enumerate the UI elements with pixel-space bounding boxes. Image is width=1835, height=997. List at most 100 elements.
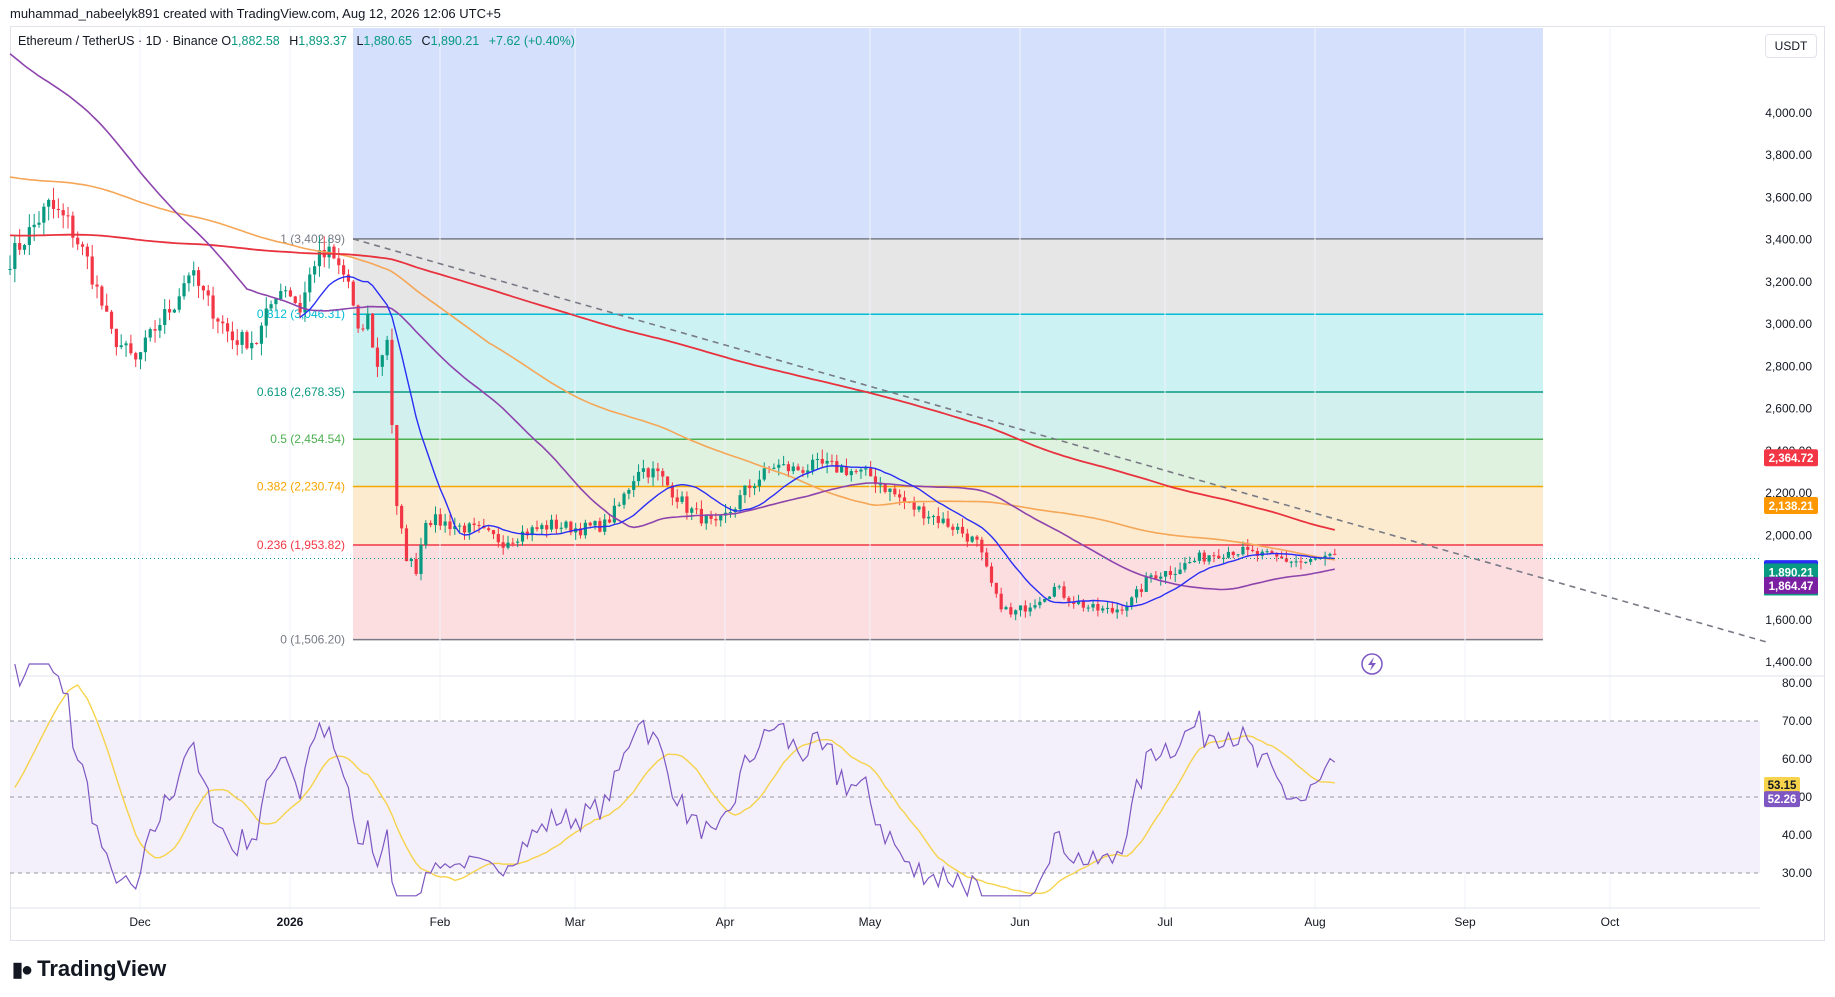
candle-body bbox=[791, 466, 795, 472]
candle-body bbox=[61, 210, 65, 216]
candle-body bbox=[772, 467, 776, 469]
candle-body bbox=[738, 495, 742, 510]
candle-body bbox=[153, 329, 157, 331]
candle-body bbox=[90, 256, 94, 285]
fib-label-0.382: 0.382 (2,230.74) bbox=[257, 480, 345, 494]
candle-body bbox=[728, 512, 733, 514]
candle-body bbox=[496, 534, 500, 543]
candle-body bbox=[965, 533, 969, 542]
candle-body bbox=[1280, 556, 1284, 559]
candle-body bbox=[883, 484, 887, 492]
candle-body bbox=[1299, 561, 1303, 563]
candle-body bbox=[956, 526, 960, 530]
price-tick: 2,200.00 bbox=[1765, 486, 1812, 500]
candle-body bbox=[1221, 557, 1226, 559]
candle-body bbox=[665, 476, 670, 486]
candle-body bbox=[100, 286, 104, 306]
candle-body bbox=[975, 536, 979, 540]
x-tick-Feb: Feb bbox=[430, 915, 451, 929]
candle-body bbox=[1212, 555, 1216, 557]
candle-body bbox=[245, 332, 249, 349]
low-label: L bbox=[356, 34, 364, 48]
rsi-tick: 40.00 bbox=[1782, 828, 1812, 842]
candle-body bbox=[163, 309, 167, 326]
candle-body bbox=[622, 493, 626, 505]
candle-body bbox=[1246, 546, 1250, 550]
candle-body bbox=[409, 558, 413, 562]
candle-body bbox=[777, 464, 781, 468]
candle-body bbox=[830, 460, 834, 462]
candle-body bbox=[138, 352, 143, 360]
candle-body bbox=[395, 425, 399, 506]
ma50-line bbox=[9, 53, 1335, 591]
candle-body bbox=[1168, 571, 1172, 575]
fib-label-0.618: 0.618 (2,678.35) bbox=[257, 385, 345, 399]
price-tag bbox=[1764, 497, 1818, 515]
rsi-tag-label: 53.15 bbox=[1768, 780, 1797, 792]
candle-body bbox=[134, 353, 138, 360]
candle-body bbox=[279, 291, 283, 299]
candle-body bbox=[980, 539, 984, 553]
candle-body bbox=[216, 318, 220, 322]
candle-body bbox=[898, 494, 902, 498]
fib-label-0.236: 0.236 (1,953.82) bbox=[257, 538, 345, 552]
candle-body bbox=[1105, 607, 1110, 609]
candle-body bbox=[888, 488, 892, 492]
candle-body bbox=[545, 525, 549, 530]
candle-body bbox=[211, 295, 215, 319]
candle-body bbox=[714, 518, 718, 521]
candle-body bbox=[719, 515, 723, 521]
candle-body bbox=[641, 468, 645, 472]
fib-zone-0.5 bbox=[353, 439, 1543, 487]
x-tick-Sep: Sep bbox=[1454, 915, 1476, 929]
candle-body bbox=[704, 515, 708, 524]
candle-body bbox=[182, 283, 186, 297]
candle-body bbox=[1197, 552, 1202, 561]
candle-body bbox=[786, 464, 791, 472]
currency-button[interactable]: USDT bbox=[1765, 34, 1817, 58]
candle-body bbox=[844, 466, 849, 476]
candle-body bbox=[1231, 551, 1235, 556]
symbol-legend: Ethereum / TetherUS · 1D · Binance O1,88… bbox=[18, 34, 581, 48]
candle-body bbox=[636, 471, 641, 482]
trendline bbox=[352, 238, 1771, 644]
candle-body bbox=[283, 290, 288, 292]
tradingview-logo-text: TradingView bbox=[37, 956, 167, 981]
candle-body bbox=[269, 304, 273, 309]
change-value: +7.62 (+0.40%) bbox=[488, 34, 575, 48]
candle-body bbox=[1250, 549, 1255, 552]
candle-body bbox=[56, 208, 60, 211]
candle-body bbox=[385, 339, 389, 356]
rsi-tag bbox=[1764, 791, 1800, 808]
candle-body bbox=[429, 522, 433, 526]
candle-body bbox=[158, 325, 162, 331]
candle-body bbox=[1101, 608, 1105, 611]
candle-body bbox=[129, 343, 133, 354]
candle-body bbox=[1309, 559, 1313, 562]
candle-body bbox=[501, 542, 505, 548]
candle-body bbox=[617, 504, 621, 506]
candle-body bbox=[927, 516, 931, 519]
candle-body bbox=[1202, 552, 1206, 562]
price-tick: 1,600.00 bbox=[1765, 613, 1812, 627]
fib-zone-0.236 bbox=[353, 545, 1543, 640]
candle-body bbox=[250, 342, 254, 349]
candle-body bbox=[467, 523, 471, 533]
candle-body bbox=[13, 243, 17, 269]
candle-body bbox=[8, 268, 12, 270]
price-tick: 4,000.00 bbox=[1765, 106, 1812, 120]
tradingview-logo: ▮● TradingView bbox=[12, 956, 166, 982]
price-tick: 2,600.00 bbox=[1765, 402, 1812, 416]
candle-body bbox=[1125, 606, 1129, 611]
candle-body bbox=[835, 461, 839, 473]
candle-body bbox=[317, 249, 322, 267]
candle-body bbox=[264, 308, 268, 326]
candle-body bbox=[462, 525, 467, 533]
candle-body bbox=[762, 468, 766, 480]
candle-body bbox=[18, 243, 22, 250]
candle-body bbox=[931, 516, 936, 518]
candle-body bbox=[167, 309, 172, 313]
rsi-tick: 30.00 bbox=[1782, 866, 1812, 880]
candle-body bbox=[274, 298, 278, 305]
